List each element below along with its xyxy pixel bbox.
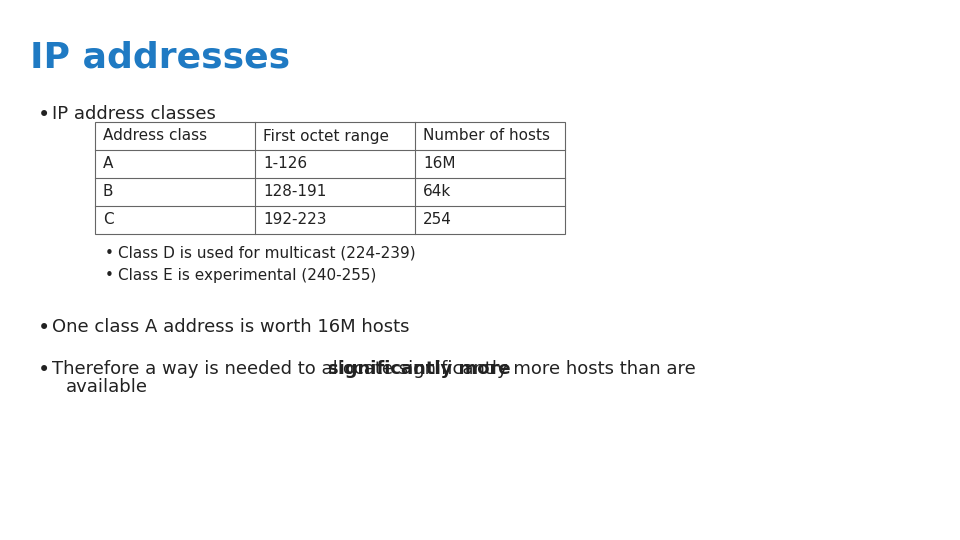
Text: IP addresses: IP addresses <box>30 40 290 74</box>
Text: One class A address is worth 16M hosts: One class A address is worth 16M hosts <box>52 318 410 336</box>
Text: Class D is used for multicast (224-239): Class D is used for multicast (224-239) <box>118 246 416 261</box>
Text: First octet range: First octet range <box>263 129 389 144</box>
Text: Therefore a way is needed to allocate significantly more hosts than are: Therefore a way is needed to allocate si… <box>52 360 696 378</box>
Text: available: available <box>66 378 148 396</box>
Text: Address class: Address class <box>103 129 207 144</box>
Text: 16M: 16M <box>423 157 455 172</box>
Text: Number of hosts: Number of hosts <box>423 129 550 144</box>
Text: •: • <box>105 268 114 283</box>
Text: 254: 254 <box>423 213 452 227</box>
Text: 64k: 64k <box>423 185 451 199</box>
Text: significantly more: significantly more <box>327 360 510 378</box>
Text: 192-223: 192-223 <box>263 213 326 227</box>
Text: 1-126: 1-126 <box>263 157 307 172</box>
Text: •: • <box>38 105 50 125</box>
Text: B: B <box>103 185 113 199</box>
Bar <box>95 122 565 234</box>
Text: 128-191: 128-191 <box>263 185 326 199</box>
Text: Class E is experimental (240-255): Class E is experimental (240-255) <box>118 268 376 283</box>
Text: •: • <box>38 360 50 380</box>
Text: •: • <box>105 246 114 261</box>
Text: •: • <box>38 318 50 338</box>
Text: A: A <box>103 157 113 172</box>
Text: C: C <box>103 213 113 227</box>
Text: IP address classes: IP address classes <box>52 105 216 123</box>
